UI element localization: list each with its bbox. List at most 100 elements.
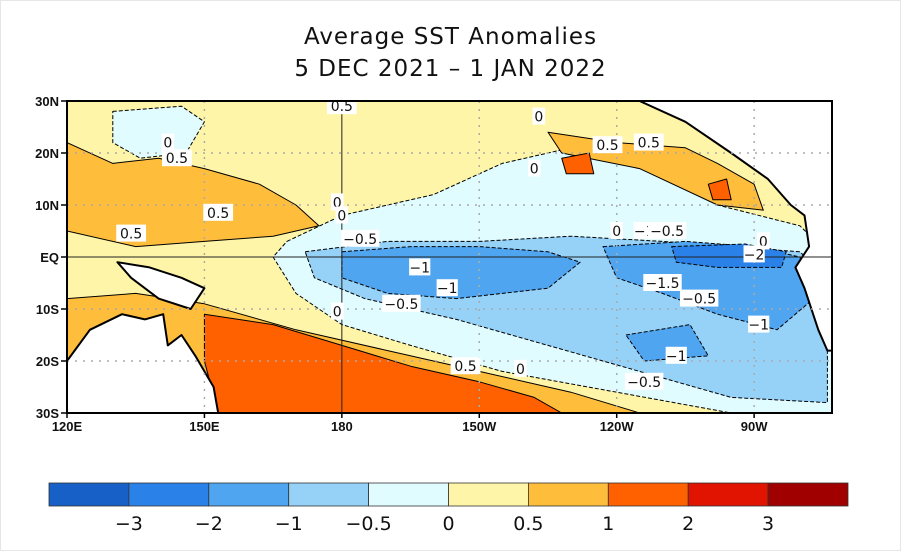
y-tick-label: 30S [36,406,59,421]
contour-label-bg [330,302,344,320]
contour-label: −0.5 [650,224,684,240]
colorbar-swatch [48,482,130,507]
contour-label-bg [335,206,349,224]
contour-label: −1 [666,349,687,365]
contour-label-bg [624,372,664,390]
contour-label-bg [330,193,344,211]
contour-label-bg [409,258,431,276]
colorbar-tick-label: 2 [682,513,694,535]
contour-label-bg [116,224,147,242]
x-tick-label: 150E [189,419,220,434]
colorbar-tick-label: −1 [275,513,303,535]
contour-label: 0.5 [120,227,142,243]
contour-label-bg [382,294,421,312]
contour-label: 0.5 [207,206,229,222]
colorbar-tick-label: 0 [442,513,454,535]
contour-label-bg [610,222,624,239]
contour-label: −2 [744,247,765,263]
y-tick-label: 10N [35,198,59,213]
y-tick-label: 20S [36,354,59,369]
contour-label-bg [756,232,770,250]
contour-label: −0.5 [682,292,716,308]
anomaly-region [341,246,581,300]
y-tick-label: EQ [40,250,59,265]
contour-label: 0 [612,224,621,240]
y-tick-label: 30N [35,94,59,109]
contour-label-bg [748,315,770,333]
contour-label: 0 [333,305,342,321]
contour-label: 0 [759,234,768,250]
contour-label-bg [665,346,687,364]
colorbar-tick-label: −2 [195,513,223,535]
contour-label: −0.5 [343,232,377,248]
contour-label-bg [162,149,192,167]
x-tick-label: 90W [741,419,768,434]
anomaly-region [625,324,709,362]
contour-label: 0 [516,362,525,378]
colorbar-swatch [767,482,849,507]
colorbar-swatch [288,482,370,507]
colorbar-swatch [208,482,290,507]
contour-label-bg [527,159,541,177]
contour-label-bg [203,203,234,221]
contour-label-bg [514,359,527,377]
contour-label-bg [161,133,175,151]
contour-label-bg [436,279,458,297]
land-mass [116,261,206,310]
map-plot-area [67,101,832,413]
contour-label-bg [592,136,623,154]
colorbar: −3 −2 −1 −0.5 0 0.5 1 2 3 [48,482,849,535]
x-tick-label: 120W [600,419,635,434]
y-tick-label: 10S [36,302,59,317]
contour-label: 0.5 [454,359,476,375]
contour-label-bg [532,107,546,125]
contour-label: 0.5 [331,99,353,115]
colorbar-tick-label: −0.5 [346,513,392,535]
contour-label: −0.5 [384,297,418,313]
contour-label-bg [647,222,687,239]
contour-label: 0 [337,208,346,224]
colorbar-tick-label: 1 [602,513,614,535]
contour-label: 0 [530,162,539,178]
x-tick-label: 120E [52,419,83,434]
land-mass [67,313,220,413]
contour-label: −1 [437,281,458,297]
gridlines [67,101,832,413]
anomaly-region [707,178,732,201]
colorbar-swatch [687,482,769,507]
colorbar-swatch [368,482,449,507]
colorbar-swatch [607,482,689,507]
contour-label: 0.5 [166,151,188,167]
colorbar-tick-label: 3 [762,513,774,535]
colorbar-swatch [528,482,609,507]
contour-label: 0 [163,136,172,152]
contour-label: 0.5 [638,136,660,152]
colorbar-swatch [448,482,529,507]
colorbar-swatch [128,482,210,507]
colorbar-tick-label: 0.5 [513,513,543,535]
contour-label-bg [450,357,481,375]
contour-label: 0 [333,195,342,211]
chart-subtitle: 5 DEC 2021 – 1 JAN 2022 [294,56,607,82]
contour-label-bg [340,229,380,247]
contour-label-bg [633,133,664,151]
contour-label: −0.5 [627,375,661,391]
x-tick-label: 150W [462,419,497,434]
anomaly-region [561,152,595,175]
contour-label: 0 [534,110,543,126]
x-tick-label: 180 [331,419,353,434]
contour-label: −1 [409,260,430,276]
contour-label: −1.5 [646,276,680,292]
contour-label: 0.5 [596,138,618,154]
contour-label: −1 [748,318,769,334]
y-tick-label: 20N [35,146,59,161]
anomaly-region [67,142,320,248]
contour-label-bg [679,289,719,307]
contour-label-bg [743,245,765,263]
contour-label-bg [643,274,682,291]
colorbar-tick-label: −3 [115,513,143,535]
chart-title: Average SST Anomalies [303,24,598,50]
